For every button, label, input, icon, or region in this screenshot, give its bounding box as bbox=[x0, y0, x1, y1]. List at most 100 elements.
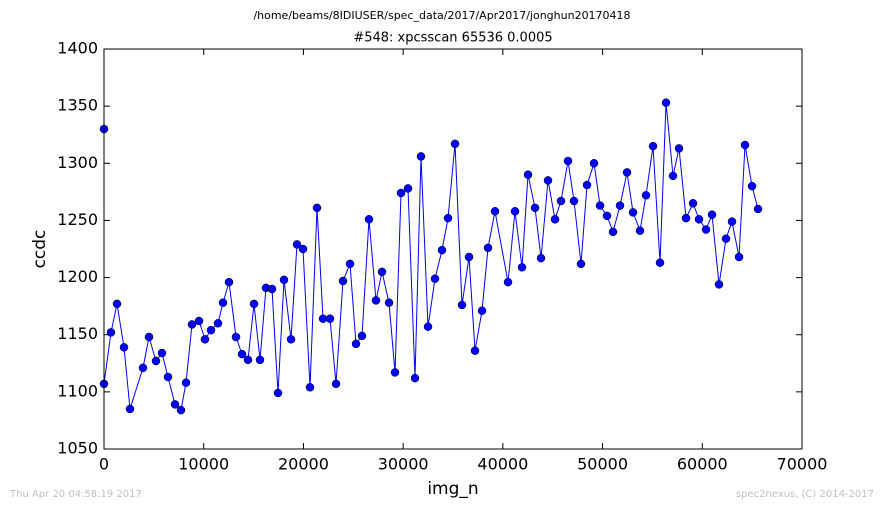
data-point bbox=[747, 181, 757, 191]
data-point bbox=[503, 277, 513, 287]
data-point bbox=[582, 180, 592, 190]
data-point bbox=[151, 356, 161, 366]
y-tick-label: 1400 bbox=[57, 39, 98, 58]
data-point bbox=[510, 207, 520, 216]
data-point bbox=[635, 226, 645, 235]
data-point bbox=[286, 335, 296, 344]
data-point bbox=[279, 275, 289, 285]
x-tick-label: 0 bbox=[99, 455, 109, 474]
data-point bbox=[602, 211, 612, 221]
data-point bbox=[628, 208, 638, 217]
data-point bbox=[194, 316, 204, 326]
data-point bbox=[416, 152, 426, 161]
data-point bbox=[753, 204, 763, 214]
data-point bbox=[423, 322, 433, 331]
x-tick-label: 10000 bbox=[178, 455, 229, 474]
data-point bbox=[530, 203, 540, 213]
data-point bbox=[483, 243, 493, 253]
data-point bbox=[357, 331, 367, 341]
data-point bbox=[655, 258, 665, 267]
data-point bbox=[390, 368, 400, 377]
data-point bbox=[681, 213, 691, 223]
plot-frame bbox=[103, 48, 803, 450]
data-point bbox=[615, 201, 625, 210]
data-point bbox=[556, 196, 566, 206]
data-point bbox=[550, 215, 560, 224]
data-point bbox=[144, 332, 154, 342]
y-tick-label: 1100 bbox=[57, 381, 98, 400]
data-point bbox=[298, 244, 308, 254]
data-point bbox=[181, 378, 191, 387]
data-point bbox=[648, 141, 658, 151]
data-point bbox=[187, 320, 197, 329]
x-tick-label: 50000 bbox=[577, 455, 628, 474]
data-point bbox=[273, 388, 283, 398]
data-point bbox=[443, 213, 453, 223]
x-axis-label: img_n bbox=[427, 479, 478, 499]
data-point bbox=[410, 373, 420, 383]
data-point bbox=[200, 335, 210, 344]
x-tick-label: 20000 bbox=[278, 455, 329, 474]
data-point bbox=[688, 199, 698, 208]
data-point bbox=[576, 259, 586, 269]
suptitle: /home/beams/8IDIUSER/spec_data/2017/Apr2… bbox=[253, 9, 630, 22]
data-point bbox=[396, 188, 406, 198]
data-point bbox=[707, 210, 717, 219]
data-point bbox=[457, 300, 467, 310]
data-point bbox=[325, 314, 335, 323]
data-point bbox=[224, 277, 234, 287]
data-point bbox=[721, 234, 731, 243]
data-point bbox=[589, 159, 599, 168]
data-point bbox=[543, 176, 553, 185]
x-tick-label: 40000 bbox=[477, 455, 528, 474]
data-point bbox=[112, 299, 122, 309]
data-point bbox=[345, 259, 355, 269]
data-point bbox=[249, 299, 259, 309]
data-point bbox=[608, 227, 618, 237]
x-tick-label: 30000 bbox=[378, 455, 429, 474]
data-point bbox=[694, 215, 704, 224]
data-point bbox=[231, 332, 241, 342]
data-point bbox=[237, 349, 247, 359]
data-point bbox=[563, 156, 573, 166]
data-point bbox=[119, 343, 129, 352]
timestamp: Thu Apr 20 04:58:19 2017 bbox=[9, 489, 142, 500]
data-point bbox=[364, 215, 374, 224]
data-point bbox=[470, 346, 480, 355]
data-point bbox=[622, 168, 632, 177]
data-point bbox=[477, 306, 487, 315]
y-tick-label: 1350 bbox=[57, 96, 98, 115]
data-point bbox=[569, 196, 579, 206]
y-tick-label: 1300 bbox=[57, 153, 98, 172]
data-point bbox=[218, 298, 228, 307]
data-point bbox=[176, 405, 186, 415]
data-point bbox=[464, 252, 474, 262]
data-point bbox=[595, 201, 605, 210]
data-point bbox=[740, 140, 750, 150]
data-point bbox=[430, 274, 440, 283]
data-point bbox=[490, 207, 500, 216]
data-point bbox=[674, 144, 684, 153]
data-point bbox=[727, 217, 737, 226]
y-tick-label: 1200 bbox=[57, 267, 98, 286]
data-point bbox=[255, 355, 265, 365]
data-point bbox=[523, 170, 533, 179]
data-point bbox=[292, 240, 302, 249]
data-point bbox=[305, 383, 315, 392]
data-point bbox=[157, 348, 167, 358]
data-point bbox=[517, 263, 527, 272]
data-point bbox=[338, 276, 348, 286]
data-point bbox=[437, 245, 447, 255]
data-point bbox=[641, 191, 651, 200]
data-point bbox=[714, 280, 724, 289]
x-tick-label: 60000 bbox=[677, 455, 728, 474]
data-point bbox=[536, 253, 546, 263]
data-point bbox=[243, 355, 253, 365]
data-point bbox=[734, 252, 744, 262]
data-point bbox=[170, 400, 180, 409]
x-tick-label: 70000 bbox=[777, 455, 828, 474]
data-point bbox=[668, 171, 678, 181]
data-point bbox=[125, 404, 135, 414]
y-tick-label: 1050 bbox=[57, 439, 98, 458]
